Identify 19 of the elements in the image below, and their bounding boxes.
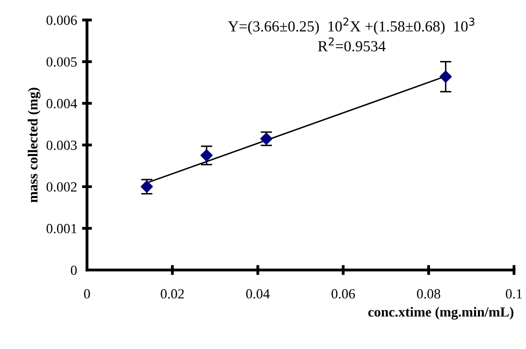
annotation: R$^{2}$=0.9534 <box>318 37 386 52</box>
x-tick-label: 0.08 <box>416 289 440 299</box>
x-tick-label: 0 <box>84 289 90 299</box>
x-tick-label: 0.04 <box>246 289 270 299</box>
y-tick-label: 0.006 <box>46 16 77 26</box>
x-axis-title: conc.xtime (mg.min/mL) <box>368 306 514 320</box>
x-tick-label: 0.02 <box>160 289 184 299</box>
y-tick-label: 0.002 <box>46 182 77 192</box>
annotation: Y=(3.66±0.25) 10$^{2}$X +(1.58±0.68) 10$^{3}$ <box>228 18 474 35</box>
x-tick-label: 0.06 <box>332 289 355 299</box>
point <box>200 149 213 162</box>
y-tick-label: 0.004 <box>46 98 78 108</box>
y-axis-title: mass collected (mg) <box>28 88 40 202</box>
y-tick-label: 0.005 <box>46 57 77 67</box>
x-tick-label: 0.1 <box>506 289 522 299</box>
y-tick-label: 0.003 <box>46 140 77 150</box>
point <box>440 70 452 83</box>
y-tick-label: 0.001 <box>46 224 76 234</box>
y-tick-label: 0 <box>70 266 77 275</box>
